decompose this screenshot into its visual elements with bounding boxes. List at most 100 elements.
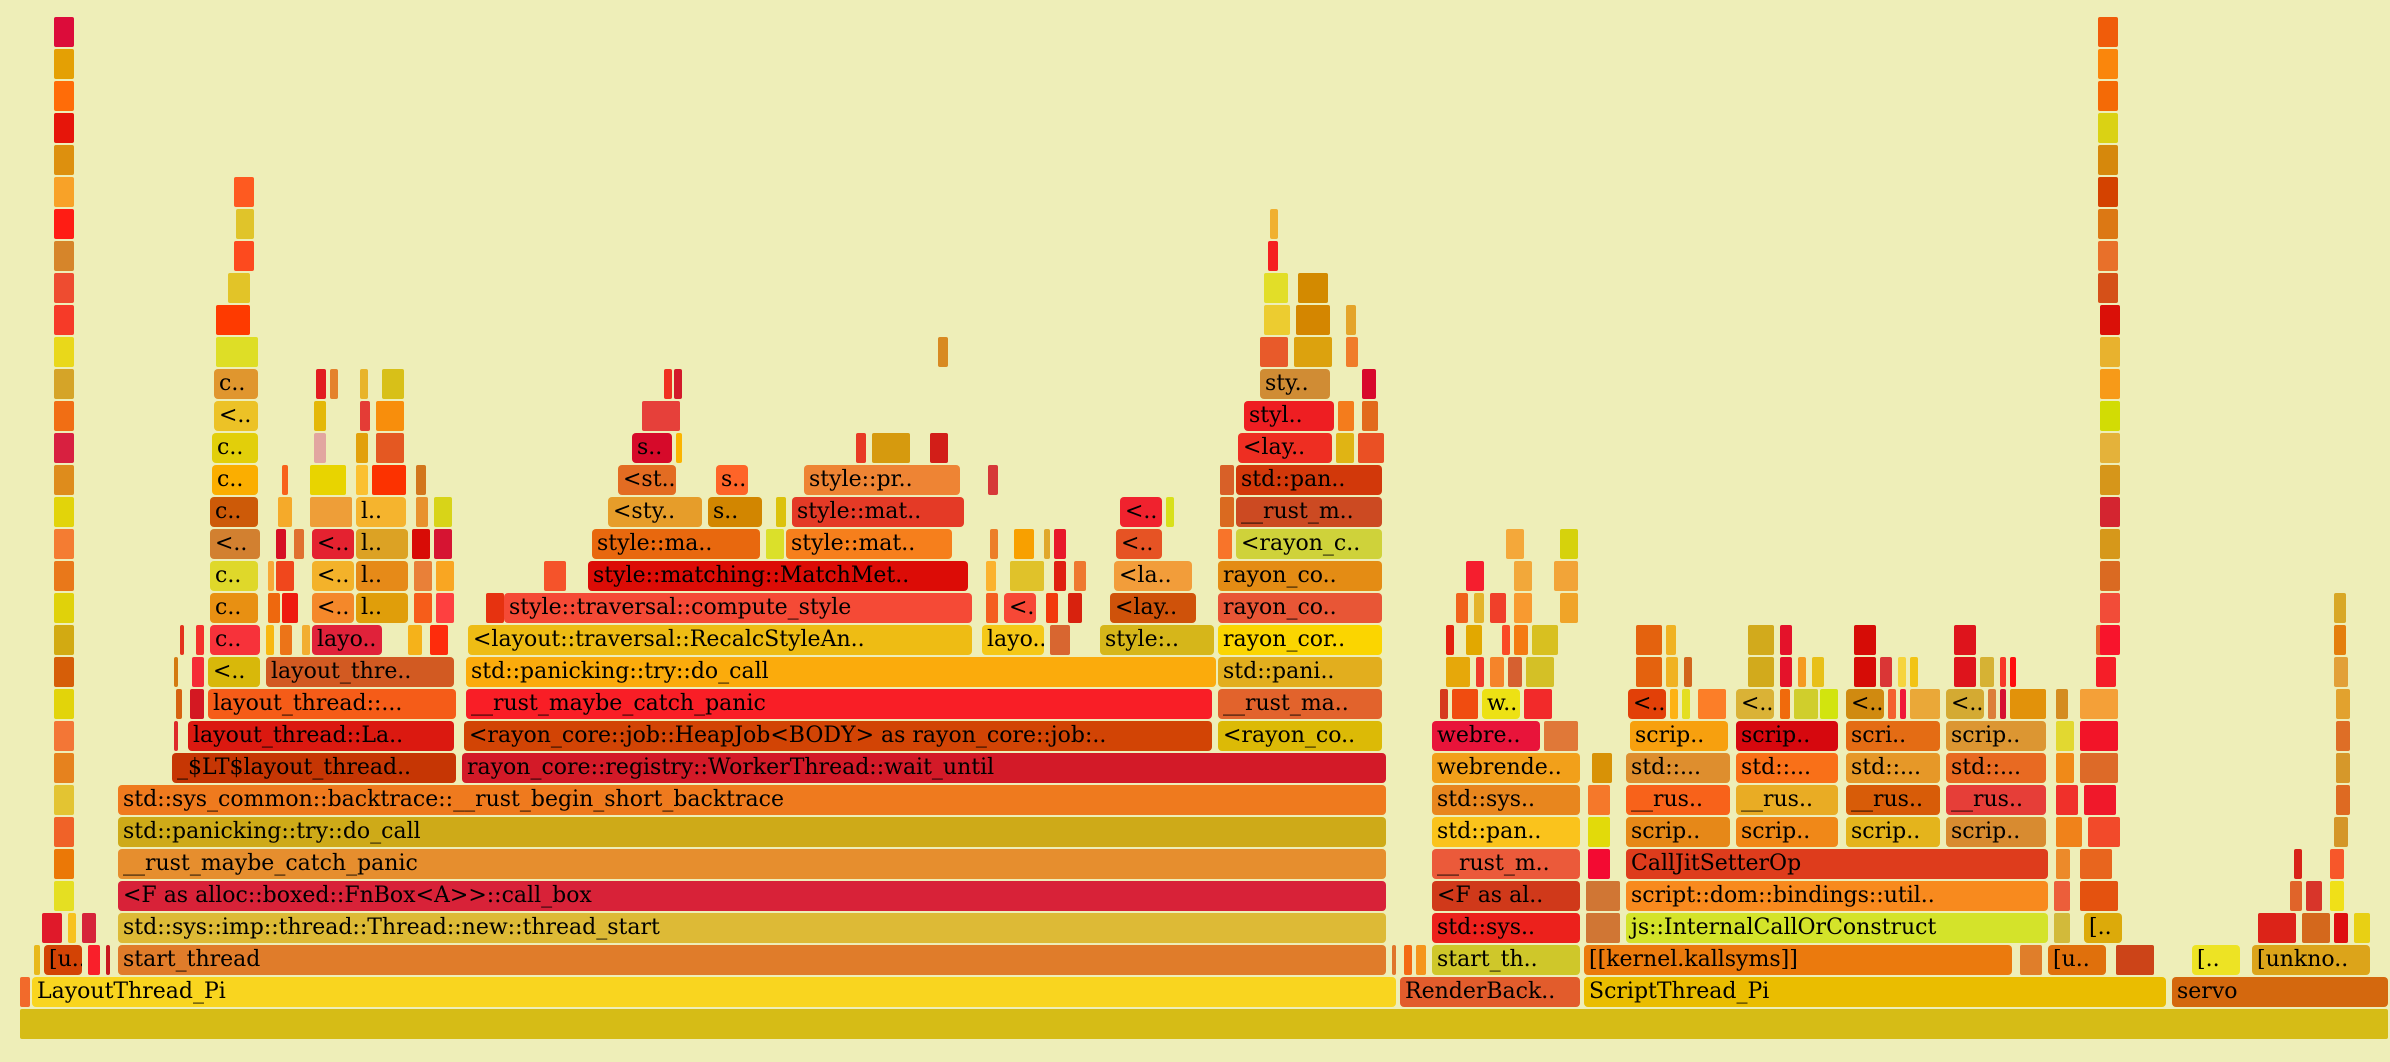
flame-frame-unlabeled[interactable]	[268, 561, 274, 591]
flame-frame[interactable]: __rust_ma..	[1218, 689, 1382, 719]
flame-frame[interactable]: l..	[356, 561, 408, 591]
flame-frame[interactable]: layo..	[312, 625, 382, 655]
flame-frame-unlabeled[interactable]	[1074, 561, 1086, 591]
flame-frame[interactable]: <..	[312, 561, 354, 591]
flame-frame[interactable]: <..	[210, 529, 260, 559]
flame-frame-unlabeled[interactable]	[54, 369, 74, 399]
flame-frame-unlabeled[interactable]	[1362, 369, 1376, 399]
flame-frame[interactable]: c..	[210, 625, 260, 655]
flame-frame-unlabeled[interactable]	[1264, 273, 1288, 303]
flame-frame-unlabeled[interactable]	[1812, 657, 1824, 687]
flame-frame-unlabeled[interactable]	[986, 593, 998, 623]
flame-frame-unlabeled[interactable]	[1220, 497, 1234, 527]
flame-frame-unlabeled[interactable]	[1514, 593, 1532, 623]
flame-frame[interactable]: c..	[210, 497, 258, 527]
flame-frame-unlabeled[interactable]	[776, 497, 786, 527]
flame-frame-unlabeled[interactable]	[282, 593, 298, 623]
flame-frame-unlabeled[interactable]	[2336, 721, 2350, 751]
flame-frame-unlabeled[interactable]	[766, 529, 784, 559]
flame-frame-unlabeled[interactable]	[54, 785, 74, 815]
flame-frame-unlabeled[interactable]	[2000, 689, 2006, 719]
flame-frame-unlabeled[interactable]	[938, 337, 948, 367]
flame-frame[interactable]: std::sys..	[1432, 913, 1580, 943]
flame-frame-unlabeled[interactable]	[1068, 593, 1082, 623]
flame-frame-unlabeled[interactable]	[1988, 689, 1996, 719]
flame-frame-unlabeled[interactable]	[54, 561, 74, 591]
flame-frame-unlabeled[interactable]	[174, 721, 178, 751]
flame-frame-unlabeled[interactable]	[2054, 913, 2070, 943]
flame-frame[interactable]: <rayon_core::job::HeapJob<BODY> as rayon…	[464, 721, 1212, 751]
flame-frame-unlabeled[interactable]	[434, 529, 452, 559]
flame-frame-unlabeled[interactable]	[1490, 593, 1506, 623]
flame-frame-unlabeled[interactable]	[1502, 625, 1510, 655]
flame-frame-unlabeled[interactable]	[2336, 753, 2348, 783]
flame-frame[interactable]: sty..	[1260, 369, 1330, 399]
flame-frame-unlabeled[interactable]	[54, 241, 74, 271]
flame-frame[interactable]: rayon_core::registry::WorkerThread::wait…	[462, 753, 1386, 783]
flame-frame-unlabeled[interactable]	[1748, 625, 1774, 655]
flame-frame[interactable]: std::pan..	[1236, 465, 1382, 495]
flame-frame[interactable]: ScriptThread_Pi	[1584, 977, 2166, 1007]
flame-frame[interactable]: <..	[214, 401, 258, 431]
flame-frame-unlabeled[interactable]	[2100, 529, 2120, 559]
flame-frame-unlabeled[interactable]	[2056, 689, 2068, 719]
flame-frame-unlabeled[interactable]	[856, 433, 866, 463]
flame-frame-unlabeled[interactable]	[196, 625, 204, 655]
flame-frame-unlabeled[interactable]	[42, 913, 62, 943]
flame-frame-unlabeled[interactable]	[2056, 721, 2074, 751]
flame-frame-unlabeled[interactable]	[54, 881, 74, 911]
flame-frame[interactable]: __rus..	[1846, 785, 1940, 815]
flame-frame-unlabeled[interactable]	[2096, 657, 2116, 687]
flame-frame-unlabeled[interactable]	[1554, 561, 1578, 591]
flame-frame-unlabeled[interactable]	[1336, 433, 1354, 463]
flame-frame[interactable]: <rayon_co..	[1218, 721, 1382, 751]
flame-frame-unlabeled[interactable]	[1270, 209, 1278, 239]
flame-frame-unlabeled[interactable]	[2098, 17, 2118, 47]
flame-frame-unlabeled[interactable]	[416, 465, 426, 495]
flame-frame-unlabeled[interactable]	[216, 305, 250, 335]
flame-frame-unlabeled[interactable]	[986, 561, 996, 591]
flame-frame-unlabeled[interactable]	[236, 209, 254, 239]
flame-frame-unlabeled[interactable]	[1490, 657, 1504, 687]
flame-frame-unlabeled[interactable]	[34, 945, 40, 975]
flame-frame-unlabeled[interactable]	[302, 625, 310, 655]
flame-frame-unlabeled[interactable]	[2294, 849, 2302, 879]
flame-frame-unlabeled[interactable]	[266, 625, 274, 655]
flame-frame-unlabeled[interactable]	[54, 113, 74, 143]
flame-frame-unlabeled[interactable]	[1346, 337, 1358, 367]
flame-frame-unlabeled[interactable]	[1268, 241, 1278, 271]
flame-frame-unlabeled[interactable]	[316, 369, 326, 399]
flame-frame-unlabeled[interactable]	[2098, 209, 2118, 239]
flame-frame-unlabeled[interactable]	[1218, 529, 1232, 559]
flame-frame-unlabeled[interactable]	[2080, 849, 2112, 879]
flame-frame-unlabeled[interactable]	[356, 465, 368, 495]
flame-frame-unlabeled[interactable]	[430, 625, 448, 655]
flame-frame[interactable]: layout_thread::...	[208, 689, 456, 719]
flame-frame-unlabeled[interactable]	[54, 49, 74, 79]
flame-frame-unlabeled[interactable]	[192, 657, 204, 687]
flame-frame[interactable]: c..	[212, 433, 258, 463]
flame-frame[interactable]: scrip..	[1630, 721, 1728, 751]
flame-frame-unlabeled[interactable]	[1404, 945, 1412, 975]
flame-frame-unlabeled[interactable]	[1980, 657, 1994, 687]
flame-frame-unlabeled[interactable]	[2100, 561, 2120, 591]
flame-frame[interactable]: s..	[708, 497, 762, 527]
flame-frame-unlabeled[interactable]	[2290, 881, 2302, 911]
flame-frame-unlabeled[interactable]	[642, 401, 680, 431]
flame-frame-unlabeled[interactable]	[990, 529, 998, 559]
flame-frame[interactable]: style::mat..	[792, 497, 964, 527]
flame-frame-unlabeled[interactable]	[68, 913, 76, 943]
flame-frame-unlabeled[interactable]	[1954, 625, 1976, 655]
flame-frame-unlabeled[interactable]	[1220, 465, 1234, 495]
flame-frame-unlabeled[interactable]	[54, 337, 74, 367]
flame-frame[interactable]: <..	[312, 529, 354, 559]
flame-frame-unlabeled[interactable]	[190, 689, 204, 719]
flame-frame-unlabeled[interactable]	[54, 817, 74, 847]
flame-frame-unlabeled[interactable]	[2334, 625, 2346, 655]
flame-frame[interactable]: <layout::traversal::RecalcStyleAn..	[468, 625, 972, 655]
flame-frame-unlabeled[interactable]	[382, 369, 404, 399]
flame-frame-unlabeled[interactable]	[1446, 657, 1470, 687]
flame-frame-unlabeled[interactable]	[174, 657, 178, 687]
flame-frame[interactable]: l..	[356, 593, 408, 623]
flame-frame[interactable]: l..	[356, 497, 406, 527]
